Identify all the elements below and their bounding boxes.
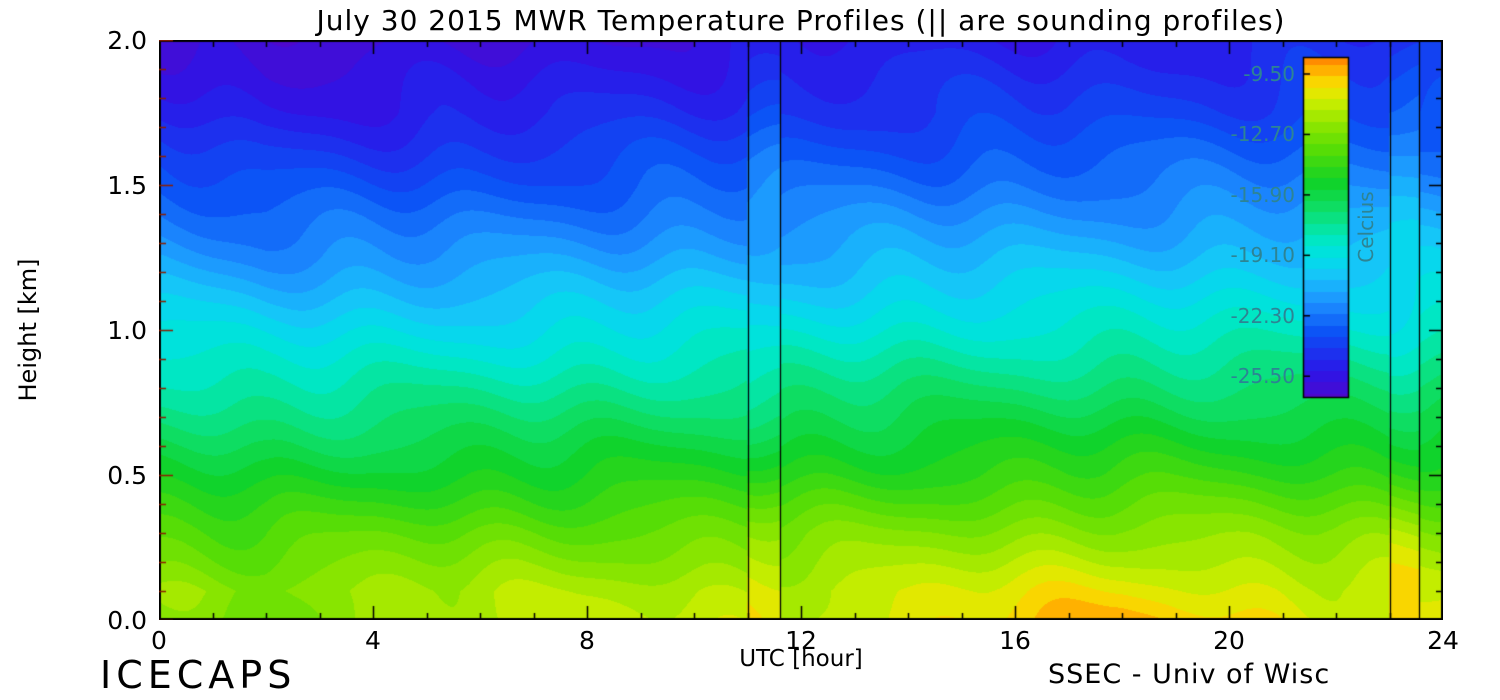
colorbar-title: Celcius <box>1354 191 1378 263</box>
x-tick-label: 0 <box>151 626 167 655</box>
institution-label: SSEC - Univ of Wisc <box>1048 659 1331 690</box>
colorbar-tick-label: -12.70 <box>1230 122 1295 146</box>
y-tick-label: 0.5 <box>107 461 147 490</box>
chart-title: July 30 2015 MWR Temperature Profiles (|… <box>316 4 1286 37</box>
project-label: ICECAPS <box>100 653 297 697</box>
x-tick-label: 24 <box>1427 626 1459 655</box>
y-axis-label: Height [km] <box>14 258 42 402</box>
y-tick-label: 1.5 <box>107 171 147 200</box>
colorbar-tick-label: -9.50 <box>1243 62 1295 86</box>
x-tick-label: 16 <box>999 626 1031 655</box>
colorbar-tick-label: -22.30 <box>1230 304 1295 328</box>
colorbar-tick-label: -15.90 <box>1230 183 1295 207</box>
x-axis-label: UTC [hour] <box>739 646 863 672</box>
temperature-heatmap-canvas <box>159 40 1443 620</box>
x-tick-label: 4 <box>365 626 381 655</box>
x-tick-label: 12 <box>785 626 817 655</box>
colorbar-tick-label: -19.10 <box>1230 243 1295 267</box>
x-tick-label: 20 <box>1213 626 1245 655</box>
x-tick-label: 8 <box>579 626 595 655</box>
colorbar-tick-label: -25.50 <box>1230 364 1295 388</box>
y-tick-label: 2.0 <box>107 26 147 55</box>
y-tick-label: 0.0 <box>107 606 147 635</box>
y-tick-label: 1.0 <box>107 316 147 345</box>
